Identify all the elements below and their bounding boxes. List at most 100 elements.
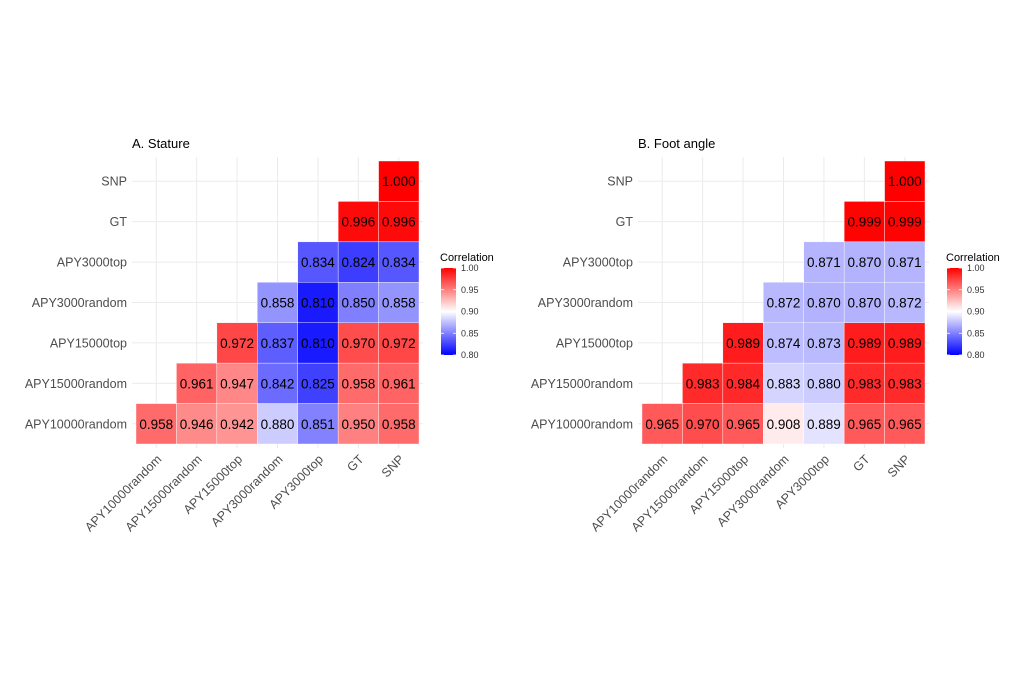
y-tick-label: APY3000top — [57, 256, 127, 270]
heatmap-cell — [378, 241, 420, 283]
cell-value-label: 0.999 — [888, 215, 922, 230]
cell-value-label: 0.989 — [726, 336, 760, 351]
heatmap-cell — [378, 322, 420, 364]
heatmap-cell — [884, 362, 926, 404]
heatmap-cell — [884, 160, 926, 202]
heatmap-cell — [337, 403, 379, 445]
heatmap-cell — [803, 362, 845, 404]
cell-value-label: 0.958 — [139, 417, 173, 432]
cell-value-label: 0.842 — [261, 376, 295, 391]
y-axis-labels: APY10000random APY15000random APY15000top A… — [25, 175, 128, 432]
x-tick-label: APY3000random — [714, 452, 791, 529]
x-axis-labels: APY10000randomAPY15000randomAPY15000topA… — [82, 452, 407, 534]
x-tick-label: APY10000random — [588, 452, 670, 534]
heatmap-cell — [682, 403, 724, 445]
heatmap-cell — [884, 201, 926, 243]
heatmap-cell — [722, 403, 764, 445]
cell-value-label: 0.946 — [180, 417, 214, 432]
x-tick-label: SNP — [379, 452, 407, 480]
y-tick-label: APY10000random — [25, 417, 127, 431]
cell-value-label: 0.825 — [301, 376, 335, 391]
cell-value-label: 0.947 — [220, 376, 254, 391]
y-tick-label: GT — [110, 215, 128, 229]
cell-value-label: 1.000 — [382, 174, 416, 189]
y-tick-label: APY15000top — [50, 336, 127, 350]
heatmap-cell — [297, 362, 339, 404]
heatmap-cell — [216, 362, 258, 404]
cell-value-label: 1.000 — [888, 174, 922, 189]
cell-value-label: 0.858 — [261, 296, 295, 311]
heatmap-cell — [884, 322, 926, 364]
cell-value-label: 0.883 — [767, 376, 801, 391]
cell-value-label: 0.970 — [341, 336, 375, 351]
y-tick-label: APY3000random — [32, 296, 127, 310]
legend-tick-label: 1.00 — [461, 263, 479, 273]
cell-value-label: 0.961 — [382, 376, 416, 391]
cell-value-label: 0.870 — [807, 296, 841, 311]
panel-title: A. Stature — [132, 136, 190, 151]
y-tick-label: APY3000random — [538, 296, 633, 310]
legend: Correlation 1.00 0.95 0.90 0.85 0.80 — [440, 252, 494, 360]
x-tick-label: GT — [344, 452, 366, 474]
legend-tick-label: 0.90 — [967, 307, 985, 317]
heatmap-cell — [257, 282, 298, 323]
heatmap-cell — [722, 322, 764, 364]
heatmap-cell — [297, 241, 339, 283]
x-tick-label: APY10000random — [82, 452, 164, 534]
y-tick-label: SNP — [607, 175, 633, 189]
legend-tick-label: 0.90 — [461, 307, 479, 317]
heatmap-cell — [378, 362, 420, 404]
x-tick-label: APY3000random — [208, 452, 285, 529]
cell-value-label: 0.851 — [301, 417, 335, 432]
cell-value-label: 0.834 — [382, 255, 416, 270]
cell-value-label: 0.824 — [341, 255, 375, 270]
y-tick-label: APY10000random — [531, 417, 633, 431]
legend-colorbar — [947, 268, 962, 355]
cell-value-label: 0.810 — [301, 296, 335, 311]
heatmap-cell — [803, 241, 845, 283]
legend-tick-label: 0.80 — [461, 350, 479, 360]
cell-value-label: 0.908 — [767, 417, 801, 432]
heatmap-cell — [763, 362, 804, 404]
heatmap-cell — [216, 403, 258, 445]
cell-value-label: 0.870 — [847, 255, 881, 270]
heatmap-cell — [297, 322, 339, 364]
cell-value-label: 0.872 — [767, 296, 801, 311]
legend: Correlation 1.00 0.95 0.90 0.85 0.80 — [946, 252, 1000, 360]
y-tick-label: APY15000random — [25, 377, 127, 391]
cell-value-label: 0.872 — [888, 296, 922, 311]
cell-value-label: 0.996 — [341, 215, 375, 230]
heatmap-cell — [216, 322, 258, 364]
legend-tick-label: 0.85 — [967, 328, 985, 338]
heatmap-cell — [803, 282, 845, 323]
cell-value-label: 0.873 — [807, 336, 841, 351]
x-axis-labels: APY10000randomAPY15000randomAPY15000topA… — [588, 452, 913, 534]
cell-value-label: 0.871 — [807, 255, 841, 270]
heatmap-cell — [843, 201, 885, 243]
heatmap-cell — [641, 403, 683, 445]
cell-value-label: 0.965 — [645, 417, 679, 432]
heatmap-cell — [884, 403, 926, 445]
cell-value-label: 0.961 — [180, 376, 214, 391]
legend-colorbar — [441, 268, 456, 355]
heatmap-cell — [337, 322, 379, 364]
heatmap-cell — [378, 282, 420, 323]
heatmap-cell — [843, 362, 885, 404]
cell-value-label: 0.970 — [686, 417, 720, 432]
y-axis-labels: APY10000random APY15000random APY15000top A… — [531, 175, 634, 432]
cell-value-label: 0.996 — [382, 215, 416, 230]
cell-value-label: 0.965 — [888, 417, 922, 432]
cell-value-label: 0.834 — [301, 255, 335, 270]
cell-value-label: 0.983 — [847, 376, 881, 391]
heatmap-cell — [337, 201, 379, 243]
heatmap-cell — [337, 241, 379, 283]
cell-value-label: 0.810 — [301, 336, 335, 351]
cell-value-label: 0.983 — [686, 376, 720, 391]
y-tick-label: APY15000random — [531, 377, 633, 391]
heatmap-cell — [843, 322, 885, 364]
cell-value-label: 0.837 — [261, 336, 295, 351]
legend-tick-label: 0.95 — [461, 285, 479, 295]
cell-value-label: 0.965 — [726, 417, 760, 432]
cell-value-label: 0.874 — [767, 336, 801, 351]
